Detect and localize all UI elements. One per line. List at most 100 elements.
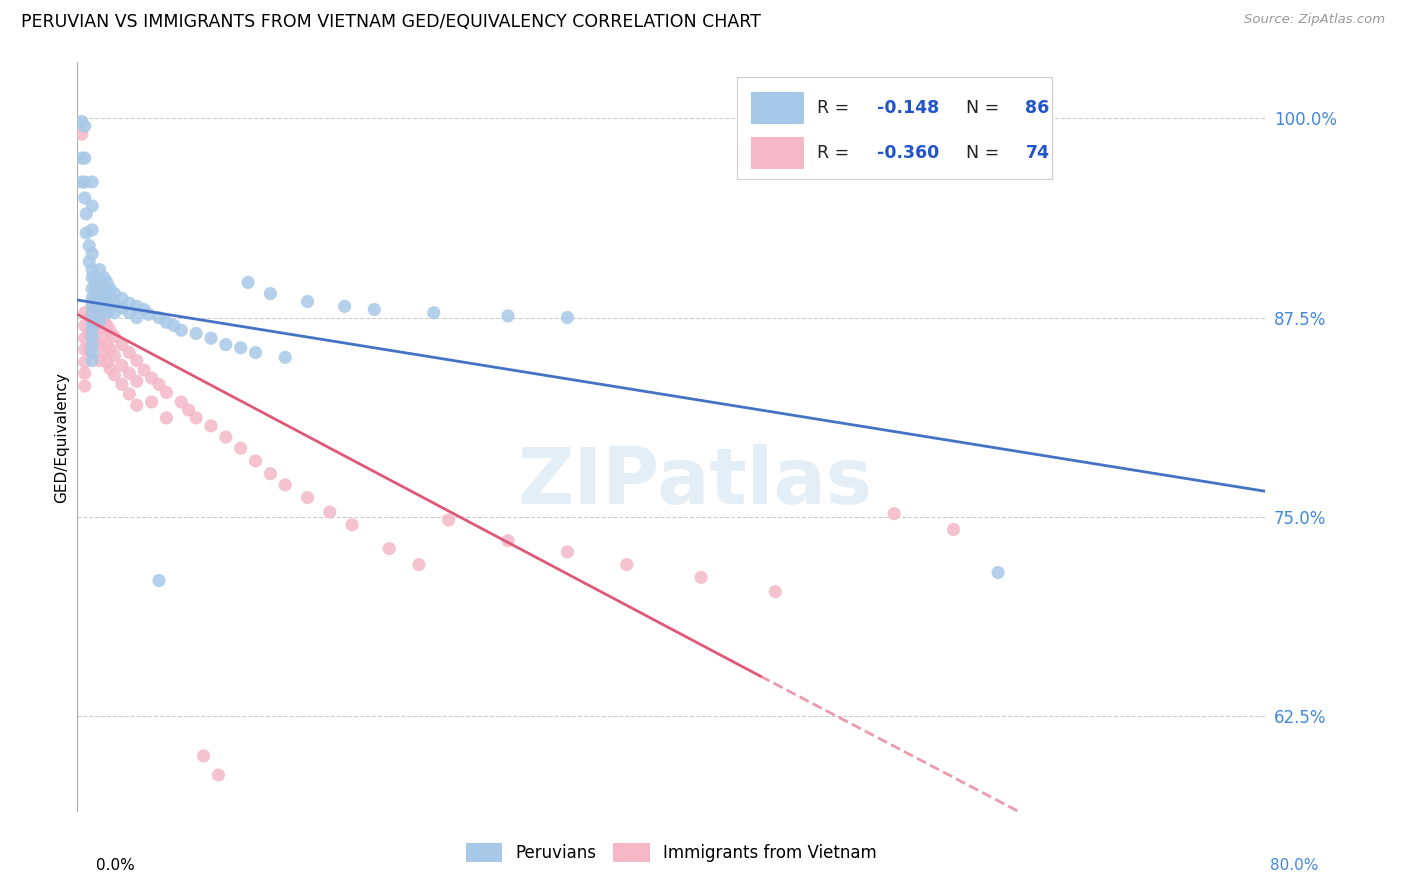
Point bbox=[84, 282, 107, 296]
Point bbox=[82, 321, 104, 335]
Point bbox=[73, 367, 96, 381]
Point bbox=[82, 307, 104, 321]
Point bbox=[155, 385, 177, 400]
Point bbox=[297, 491, 319, 505]
Point bbox=[77, 326, 100, 341]
FancyBboxPatch shape bbox=[751, 137, 804, 169]
Point bbox=[496, 309, 519, 323]
Text: 86: 86 bbox=[1025, 99, 1050, 117]
Point bbox=[98, 323, 121, 337]
Point bbox=[690, 570, 713, 584]
Point bbox=[82, 337, 104, 351]
Point bbox=[103, 368, 125, 382]
Point bbox=[942, 523, 965, 537]
Point bbox=[111, 292, 134, 306]
Point bbox=[229, 442, 252, 456]
Point bbox=[557, 310, 579, 325]
Point bbox=[259, 286, 281, 301]
Point bbox=[186, 411, 208, 425]
Point bbox=[73, 151, 96, 165]
Point bbox=[170, 323, 193, 337]
Point bbox=[186, 326, 208, 341]
Point bbox=[148, 377, 170, 392]
Point bbox=[125, 310, 148, 325]
Point bbox=[73, 343, 96, 357]
Point bbox=[148, 310, 170, 325]
Point bbox=[82, 337, 104, 351]
Point bbox=[408, 558, 430, 572]
Point bbox=[274, 478, 297, 492]
Point bbox=[148, 574, 170, 588]
Text: N =: N = bbox=[966, 99, 1005, 117]
Point bbox=[84, 299, 107, 313]
Point bbox=[73, 318, 96, 333]
Point bbox=[84, 334, 107, 349]
Point bbox=[93, 282, 115, 296]
Point bbox=[138, 307, 160, 321]
Point bbox=[193, 748, 215, 763]
Point bbox=[200, 418, 222, 433]
Point bbox=[93, 270, 115, 285]
Point bbox=[111, 337, 134, 351]
Point bbox=[103, 329, 125, 343]
Point bbox=[89, 307, 111, 321]
Legend: Peruvians, Immigrants from Vietnam: Peruvians, Immigrants from Vietnam bbox=[457, 835, 886, 871]
Point bbox=[93, 329, 115, 343]
Point bbox=[163, 318, 186, 333]
Point bbox=[274, 351, 297, 365]
Point bbox=[883, 507, 905, 521]
Text: 74: 74 bbox=[1025, 145, 1049, 162]
Point bbox=[987, 566, 1010, 580]
Point bbox=[245, 454, 267, 468]
Point bbox=[82, 223, 104, 237]
Point bbox=[82, 310, 104, 325]
Point bbox=[200, 331, 222, 345]
Text: R =: R = bbox=[817, 99, 855, 117]
Point bbox=[70, 114, 93, 128]
Point bbox=[111, 377, 134, 392]
Point bbox=[89, 262, 111, 277]
Point bbox=[70, 175, 93, 189]
Point bbox=[75, 226, 97, 240]
Point bbox=[73, 119, 96, 133]
Point bbox=[82, 315, 104, 329]
Point bbox=[89, 337, 111, 351]
Point bbox=[98, 361, 121, 376]
Point bbox=[319, 505, 342, 519]
Point bbox=[763, 584, 786, 599]
Point bbox=[125, 353, 148, 368]
Point bbox=[82, 329, 104, 343]
Point bbox=[84, 302, 107, 317]
Text: 80.0%: 80.0% bbox=[1271, 858, 1319, 873]
Point bbox=[170, 395, 193, 409]
Point bbox=[82, 299, 104, 313]
Point bbox=[236, 276, 259, 290]
Point bbox=[84, 292, 107, 306]
FancyBboxPatch shape bbox=[751, 92, 804, 124]
Point bbox=[118, 306, 141, 320]
Point bbox=[96, 286, 118, 301]
Text: 0.0%: 0.0% bbox=[96, 858, 135, 873]
Text: N =: N = bbox=[966, 145, 1005, 162]
Point bbox=[93, 314, 115, 328]
Point bbox=[422, 306, 444, 320]
Text: -0.148: -0.148 bbox=[877, 99, 939, 117]
Point bbox=[363, 302, 385, 317]
Text: PERUVIAN VS IMMIGRANTS FROM VIETNAM GED/EQUIVALENCY CORRELATION CHART: PERUVIAN VS IMMIGRANTS FROM VIETNAM GED/… bbox=[21, 13, 761, 31]
Point bbox=[215, 337, 238, 351]
Y-axis label: GED/Equivalency: GED/Equivalency bbox=[53, 372, 69, 502]
Point bbox=[82, 298, 104, 312]
Point bbox=[229, 341, 252, 355]
Point bbox=[82, 175, 104, 189]
Point bbox=[134, 302, 156, 317]
Point bbox=[89, 306, 111, 320]
Point bbox=[93, 345, 115, 359]
Text: Source: ZipAtlas.com: Source: ZipAtlas.com bbox=[1244, 13, 1385, 27]
Point bbox=[96, 318, 118, 333]
Point bbox=[340, 517, 363, 532]
Point bbox=[98, 301, 121, 315]
Point bbox=[616, 558, 638, 572]
Point bbox=[98, 282, 121, 296]
Point bbox=[98, 343, 121, 357]
Point bbox=[118, 367, 141, 381]
